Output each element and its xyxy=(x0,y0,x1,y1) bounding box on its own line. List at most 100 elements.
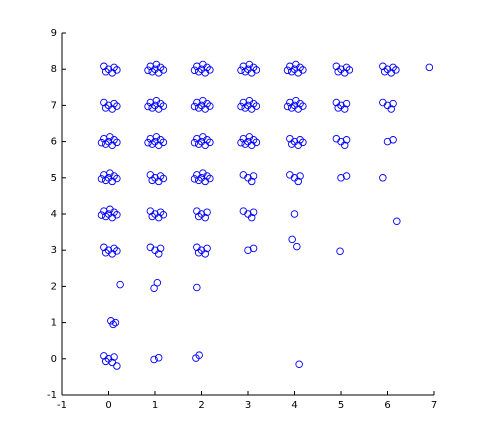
point xyxy=(379,62,387,71)
point xyxy=(148,176,156,185)
point xyxy=(159,66,168,74)
point xyxy=(194,140,203,148)
point xyxy=(113,66,121,74)
point xyxy=(245,60,254,69)
point xyxy=(379,174,387,182)
point xyxy=(190,138,199,147)
point xyxy=(239,171,248,179)
x-tick-label: 1 xyxy=(152,400,158,411)
point xyxy=(113,102,121,110)
point xyxy=(340,141,349,149)
y-tick-label: 2 xyxy=(51,281,57,292)
point xyxy=(152,96,161,105)
point xyxy=(106,205,114,214)
point xyxy=(194,104,203,112)
point xyxy=(389,99,397,108)
point xyxy=(252,66,261,74)
point xyxy=(252,102,261,110)
point xyxy=(334,104,342,112)
y-tick-label: 6 xyxy=(51,137,57,148)
point xyxy=(101,248,110,257)
point xyxy=(113,138,121,147)
point xyxy=(199,169,207,177)
point xyxy=(292,60,300,69)
point xyxy=(152,60,161,69)
y-tick-label: 3 xyxy=(51,245,57,256)
point xyxy=(106,169,114,177)
point xyxy=(193,283,201,292)
point xyxy=(144,66,152,75)
point xyxy=(101,67,110,76)
point xyxy=(206,138,214,147)
point xyxy=(144,138,152,147)
point xyxy=(286,134,294,143)
point xyxy=(110,353,118,361)
point xyxy=(336,247,344,256)
point xyxy=(159,210,168,219)
point xyxy=(387,105,395,113)
point xyxy=(199,96,207,105)
point xyxy=(203,244,211,253)
y-tick-label: 7 xyxy=(51,100,57,111)
point xyxy=(389,136,397,144)
point xyxy=(193,207,201,215)
y-tick-label: 1 xyxy=(51,318,57,329)
point xyxy=(299,102,307,110)
point xyxy=(111,318,120,327)
x-tick-label: -1 xyxy=(57,400,67,411)
y-tick-label: 9 xyxy=(51,28,57,39)
y-tick-label: 8 xyxy=(51,64,57,75)
point xyxy=(150,355,158,364)
point xyxy=(148,212,156,221)
point xyxy=(97,138,106,147)
point xyxy=(332,134,341,143)
point xyxy=(190,175,199,183)
point xyxy=(150,284,158,292)
point xyxy=(109,320,117,329)
point xyxy=(249,244,258,253)
point xyxy=(154,353,163,362)
point xyxy=(393,217,401,225)
point xyxy=(293,242,301,251)
point xyxy=(287,104,296,112)
point xyxy=(342,172,351,180)
point xyxy=(283,102,292,111)
point xyxy=(159,138,168,147)
point xyxy=(101,176,110,185)
point xyxy=(287,67,296,76)
point xyxy=(194,248,203,257)
point xyxy=(146,171,155,179)
point xyxy=(252,138,261,147)
point xyxy=(116,280,124,289)
point xyxy=(106,133,114,141)
point xyxy=(294,177,302,186)
point xyxy=(241,67,249,76)
point xyxy=(332,62,341,71)
point xyxy=(296,172,304,180)
point xyxy=(206,102,214,110)
point xyxy=(97,175,106,183)
point xyxy=(249,172,258,180)
point xyxy=(146,243,155,252)
point xyxy=(283,66,292,75)
point xyxy=(113,247,121,255)
x-tick-label: 2 xyxy=(198,400,204,411)
point xyxy=(194,67,203,76)
point xyxy=(194,176,203,185)
point xyxy=(190,66,199,75)
y-tick-label: 5 xyxy=(51,173,57,184)
point xyxy=(379,98,387,107)
point xyxy=(193,243,201,252)
x-tick-label: 7 xyxy=(431,400,437,411)
y-tick-label: 0 xyxy=(51,354,57,365)
point xyxy=(345,66,354,74)
point xyxy=(148,140,156,148)
point xyxy=(247,177,256,186)
point xyxy=(190,102,199,111)
point xyxy=(342,99,351,108)
point xyxy=(159,102,168,110)
y-tick-label: -1 xyxy=(47,390,57,401)
point xyxy=(100,243,108,252)
y-tick-label: 4 xyxy=(51,209,57,220)
